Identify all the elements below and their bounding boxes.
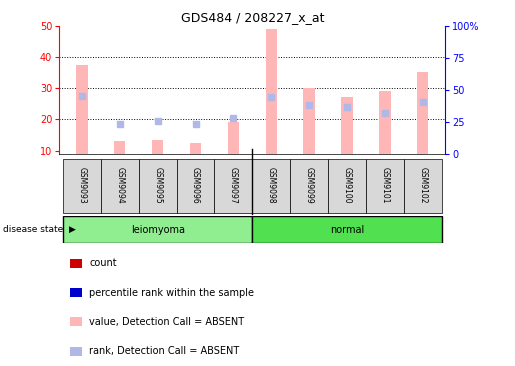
Bar <box>228 123 239 154</box>
Text: percentile rank within the sample: percentile rank within the sample <box>89 288 254 298</box>
FancyBboxPatch shape <box>252 158 290 213</box>
Text: GSM9093: GSM9093 <box>77 167 87 204</box>
Bar <box>303 88 315 154</box>
FancyBboxPatch shape <box>63 216 252 243</box>
FancyBboxPatch shape <box>139 158 177 213</box>
Text: GSM9099: GSM9099 <box>305 167 314 204</box>
FancyBboxPatch shape <box>252 216 442 243</box>
Text: disease state  ▶: disease state ▶ <box>3 225 76 234</box>
Text: GSM9096: GSM9096 <box>191 167 200 204</box>
FancyBboxPatch shape <box>101 158 139 213</box>
Bar <box>190 143 201 154</box>
Text: normal: normal <box>330 225 364 235</box>
FancyBboxPatch shape <box>63 158 101 213</box>
FancyBboxPatch shape <box>290 158 328 213</box>
FancyBboxPatch shape <box>404 158 442 213</box>
Bar <box>76 65 88 154</box>
Bar <box>417 72 428 154</box>
Text: rank, Detection Call = ABSENT: rank, Detection Call = ABSENT <box>89 346 239 356</box>
Text: GSM9095: GSM9095 <box>153 167 162 204</box>
Text: GSM9102: GSM9102 <box>418 168 427 204</box>
Text: GSM9097: GSM9097 <box>229 167 238 204</box>
Text: count: count <box>89 258 117 268</box>
Text: GSM9100: GSM9100 <box>342 167 352 204</box>
Text: GSM9101: GSM9101 <box>381 168 389 204</box>
Bar <box>341 97 353 154</box>
FancyBboxPatch shape <box>177 158 214 213</box>
Text: GSM9094: GSM9094 <box>115 167 124 204</box>
Bar <box>114 141 126 154</box>
FancyBboxPatch shape <box>366 158 404 213</box>
Text: leiomyoma: leiomyoma <box>131 225 185 235</box>
Bar <box>379 91 390 154</box>
FancyBboxPatch shape <box>214 158 252 213</box>
FancyBboxPatch shape <box>328 158 366 213</box>
Text: value, Detection Call = ABSENT: value, Detection Call = ABSENT <box>89 317 244 327</box>
Bar <box>266 29 277 154</box>
Text: GSM9098: GSM9098 <box>267 167 276 204</box>
Title: GDS484 / 208227_x_at: GDS484 / 208227_x_at <box>181 11 324 25</box>
Bar <box>152 140 163 154</box>
